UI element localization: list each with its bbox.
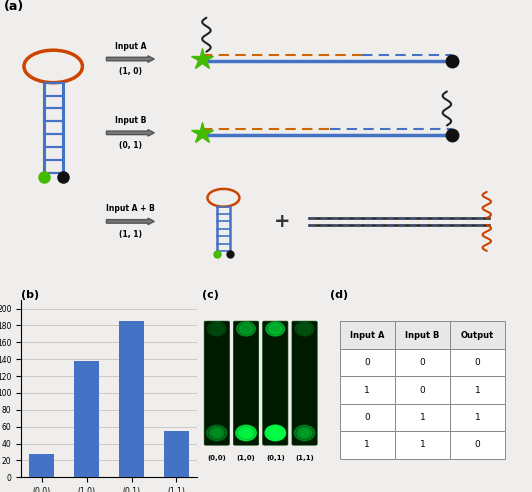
Text: (1,1): (1,1) [295,455,314,461]
Circle shape [298,324,311,334]
Text: 0: 0 [475,358,480,367]
Text: (0,1): (0,1) [266,455,285,461]
Text: (1, 0): (1, 0) [119,67,142,76]
Circle shape [237,322,255,336]
Bar [339,321,395,349]
Bar [119,321,144,477]
Bar [339,431,395,459]
FancyArrow shape [106,129,154,136]
Circle shape [294,425,315,441]
Circle shape [271,430,280,436]
Text: 0: 0 [364,413,370,422]
Text: (0,0): (0,0) [207,455,226,461]
Text: Input A: Input A [114,42,146,51]
Circle shape [207,322,226,336]
Bar [395,404,450,431]
Bar [395,431,450,459]
FancyBboxPatch shape [292,321,317,445]
Text: Input A: Input A [350,331,385,339]
Text: (c): (c) [202,290,219,300]
Bar [450,431,505,459]
Bar [450,321,505,349]
Circle shape [297,428,312,438]
Text: 1: 1 [475,413,480,422]
Circle shape [242,430,251,436]
Circle shape [239,324,253,334]
Text: (b): (b) [21,290,39,300]
Circle shape [295,322,314,336]
Circle shape [210,428,224,438]
Text: Input B: Input B [115,116,146,124]
Text: 0: 0 [419,358,425,367]
Bar [450,349,505,376]
Text: 1: 1 [364,386,370,395]
Bar [29,454,54,477]
Text: 0: 0 [419,386,425,395]
Circle shape [300,430,309,436]
Text: (d): (d) [330,290,348,300]
Text: Input A + B: Input A + B [106,204,155,213]
FancyArrow shape [106,56,154,62]
Bar [450,404,505,431]
Circle shape [239,428,253,438]
Text: (1, 1): (1, 1) [119,230,142,239]
Bar [395,321,450,349]
Bar [339,349,395,376]
FancyBboxPatch shape [234,321,259,445]
FancyArrow shape [106,218,154,225]
Text: 0: 0 [475,440,480,449]
Text: 1: 1 [419,440,425,449]
Bar [395,349,450,376]
Bar [450,376,505,404]
Text: Input B: Input B [405,331,439,339]
Circle shape [265,425,286,441]
Bar [74,361,99,477]
Circle shape [266,322,285,336]
Bar [395,376,450,404]
Text: +: + [273,212,290,231]
Circle shape [268,428,282,438]
Text: (0, 1): (0, 1) [119,141,142,150]
FancyBboxPatch shape [263,321,288,445]
Circle shape [236,425,256,441]
Circle shape [206,425,227,441]
Circle shape [269,324,282,334]
Text: (1,0): (1,0) [237,455,255,461]
Text: 1: 1 [364,440,370,449]
Circle shape [210,324,223,334]
Text: 0: 0 [364,358,370,367]
Text: 1: 1 [419,413,425,422]
Text: (a): (a) [4,0,24,13]
FancyBboxPatch shape [204,321,229,445]
Bar [339,376,395,404]
Circle shape [212,430,221,436]
Text: 1: 1 [475,386,480,395]
Text: Output: Output [461,331,494,339]
Bar [164,431,189,477]
Bar [339,404,395,431]
